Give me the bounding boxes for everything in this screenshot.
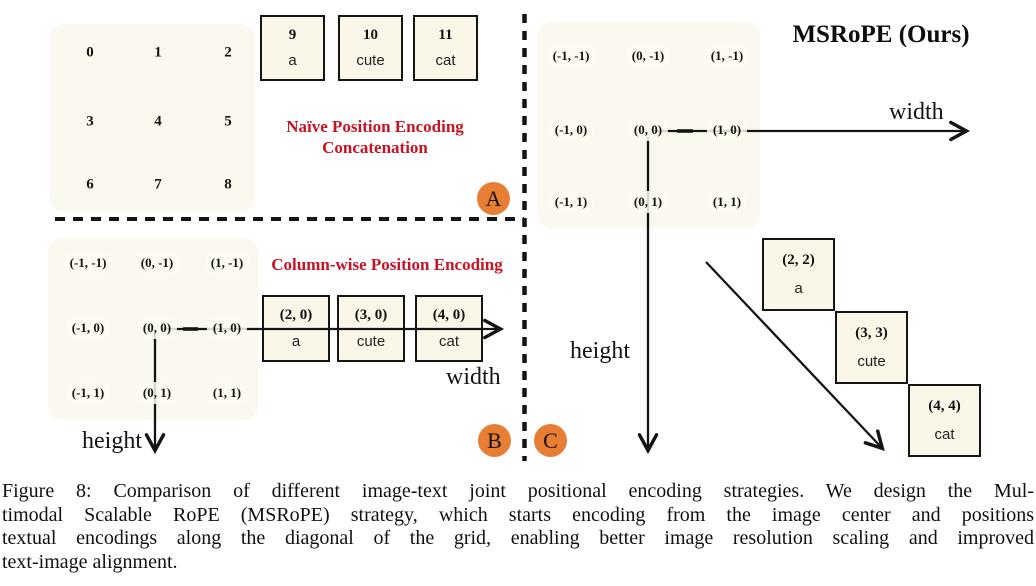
- coord-b-0--1: (0, -1): [134, 252, 180, 274]
- panel-b-badge: B: [478, 424, 511, 457]
- token-word: a: [794, 279, 803, 297]
- coord-c-1-0: (1, 0): [706, 119, 748, 141]
- width-label-text: width: [889, 99, 944, 125]
- coord-b-1-1: (1, 1): [206, 382, 248, 404]
- panel-c-title-text: MSRoPE (Ours): [792, 21, 970, 48]
- token-box-c-cute: (3, 3) cute: [835, 311, 908, 384]
- coord-b-0-0: (0, 0): [136, 317, 178, 339]
- panel-a-badge-label: A: [485, 185, 502, 211]
- token-box-c-cat: (4, 4) cat: [908, 384, 981, 457]
- token-word: cute: [356, 332, 386, 350]
- height-label-text: height: [82, 428, 142, 454]
- coord-b--1--1: (-1, -1): [63, 252, 113, 274]
- token-word: a: [288, 52, 297, 69]
- token-position: (4, 0): [432, 307, 466, 324]
- coord-c--1-0: (-1, 0): [548, 119, 594, 141]
- panel-b-heading: Column-wise Position Encoding: [262, 254, 512, 275]
- token-box-a: 9 a: [260, 15, 325, 81]
- token-position: 9: [288, 27, 297, 43]
- token-word: cat: [435, 52, 456, 69]
- token-box-c-a: (2, 2) a: [762, 238, 835, 311]
- coord-b-1--1: (1, -1): [204, 252, 250, 274]
- diagonal-arrow: [705, 261, 885, 451]
- token-word: cat: [438, 332, 459, 350]
- coord-c--1--1: (-1, -1): [546, 45, 596, 67]
- grid-cell-8: 8: [224, 176, 232, 193]
- coord-c-0--1: (0, -1): [625, 45, 671, 67]
- divider-and-diagonal-layer: [55, 14, 885, 461]
- grid-cell-3: 3: [86, 113, 94, 130]
- coord-c--1-1: (-1, 1): [548, 191, 594, 213]
- coord-b--1-1: (-1, 1): [65, 382, 111, 404]
- coord-c-1-1: (1, 1): [706, 191, 748, 213]
- token-position: 11: [438, 27, 453, 43]
- token-word: cute: [857, 352, 886, 370]
- panel-b-height-axis-label: height: [82, 428, 142, 455]
- grid-cell-0: 0: [86, 44, 94, 61]
- coord-b-0-1: (0, 1): [136, 382, 178, 404]
- token-position: (2, 2): [782, 252, 815, 269]
- caption-line-3: textual encodings along the diagonal of …: [2, 527, 1034, 549]
- coord-b--1-0: (-1, 0): [65, 317, 111, 339]
- grid-cell-5: 5: [224, 113, 232, 130]
- token-box-cute: 10 cute: [338, 15, 403, 81]
- panel-b-heading-text: Column-wise Position Encoding: [271, 255, 503, 274]
- panel-c-width-axis-label: width: [889, 99, 944, 126]
- figure-caption: Figure 8: Comparison of different image-…: [2, 480, 1034, 574]
- coord-c-0-1: (0, 1): [627, 191, 669, 213]
- panel-a-badge: A: [477, 182, 510, 215]
- caption-line-1: Figure 8: Comparison of different image-…: [2, 480, 1034, 502]
- grid-cell-1: 1: [154, 44, 162, 61]
- grid-cell-7: 7: [154, 176, 162, 193]
- token-word: a: [291, 332, 301, 350]
- token-position: (2, 0): [279, 307, 313, 324]
- coord-b-1-0: (1, 0): [206, 317, 248, 339]
- token-position: (3, 0): [354, 307, 388, 324]
- panel-c-badge: C: [534, 424, 567, 457]
- height-label-text: height: [570, 338, 630, 364]
- coord-c-0-0: (0, 0): [627, 119, 669, 141]
- panel-b-width-axis-label: width: [446, 364, 501, 391]
- token-position: (4, 4): [928, 398, 961, 415]
- token-position: (3, 3): [855, 325, 888, 342]
- caption-line-2: timodal Scalable RoPE (MSRoPE) strategy,…: [2, 503, 1034, 526]
- token-position: 10: [363, 27, 378, 43]
- token-word: cat: [934, 425, 955, 443]
- panel-a-grid-background: [50, 24, 255, 212]
- grid-cell-6: 6: [86, 176, 94, 193]
- token-box-cat: 11 cat: [413, 15, 478, 81]
- panel-a-heading-line1: Naïve Position Encoding: [286, 117, 464, 136]
- grid-cell-2: 2: [224, 44, 232, 61]
- width-label-text: width: [446, 364, 501, 390]
- panel-a-heading: Naïve Position Encoding Concatenation: [267, 116, 483, 159]
- panel-c-height-axis-label: height: [570, 338, 630, 365]
- panel-c-badge-label: C: [543, 427, 558, 453]
- panel-a-heading-line2: Concatenation: [322, 138, 428, 158]
- grid-cell-4: 4: [154, 113, 162, 130]
- token-word: cute: [356, 52, 385, 69]
- caption-line-4: text-image alignment.: [2, 550, 178, 573]
- panel-b-badge-label: B: [487, 427, 502, 453]
- coord-c-1--1: (1, -1): [704, 45, 750, 67]
- panel-c-title: MSRoPE (Ours): [781, 21, 981, 49]
